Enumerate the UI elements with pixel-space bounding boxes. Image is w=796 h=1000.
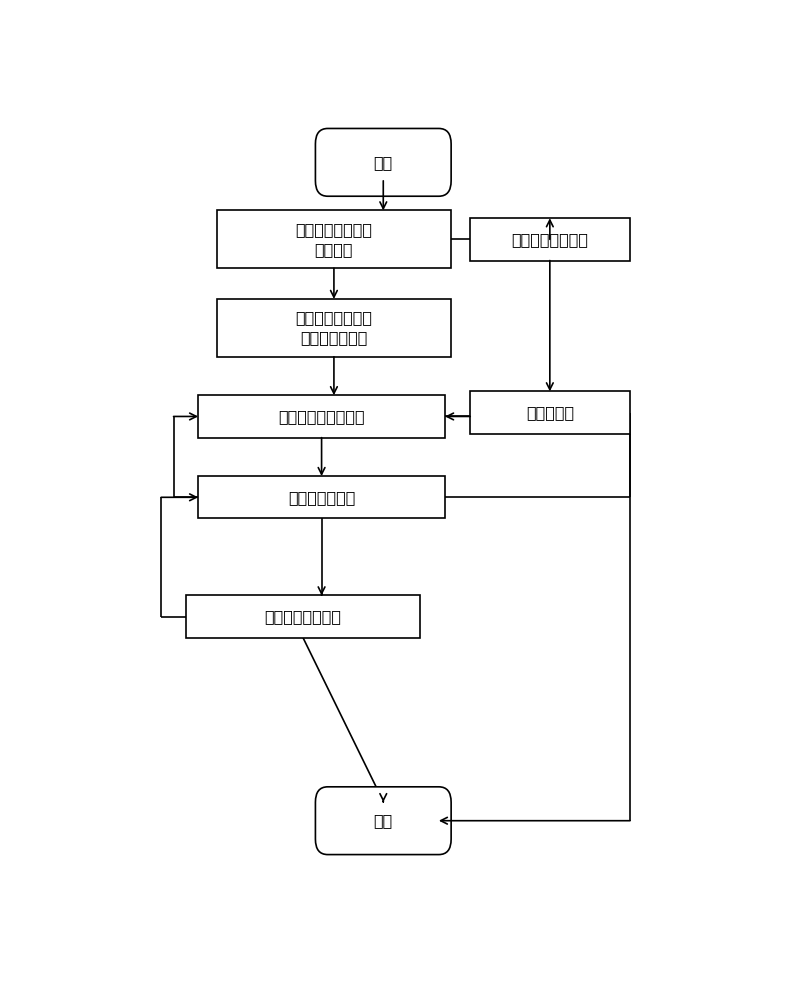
- Text: 开始: 开始: [373, 155, 393, 170]
- Bar: [198, 476, 445, 518]
- Text: 确定螺栓预紧力: 确定螺栓预紧力: [288, 490, 355, 505]
- Bar: [470, 391, 630, 434]
- Bar: [217, 299, 451, 357]
- FancyBboxPatch shape: [315, 128, 451, 196]
- Text: 确定密封圈的初始
压缩量及回弹量: 确定密封圈的初始 压缩量及回弹量: [295, 310, 373, 345]
- Bar: [217, 210, 451, 268]
- Bar: [470, 218, 630, 261]
- Text: 结束: 结束: [373, 813, 393, 828]
- Text: 确定量化控制措施: 确定量化控制措施: [264, 609, 341, 624]
- Text: 确定法兰连接结构
载荷参数: 确定法兰连接结构 载荷参数: [295, 222, 373, 257]
- Text: 确定法兰结构参数: 确定法兰结构参数: [511, 232, 588, 247]
- Text: 有限元分析: 有限元分析: [526, 405, 574, 420]
- Text: 确定螺栓规格及数量: 确定螺栓规格及数量: [279, 409, 365, 424]
- Bar: [198, 395, 445, 438]
- Bar: [185, 595, 420, 638]
- FancyBboxPatch shape: [315, 787, 451, 855]
